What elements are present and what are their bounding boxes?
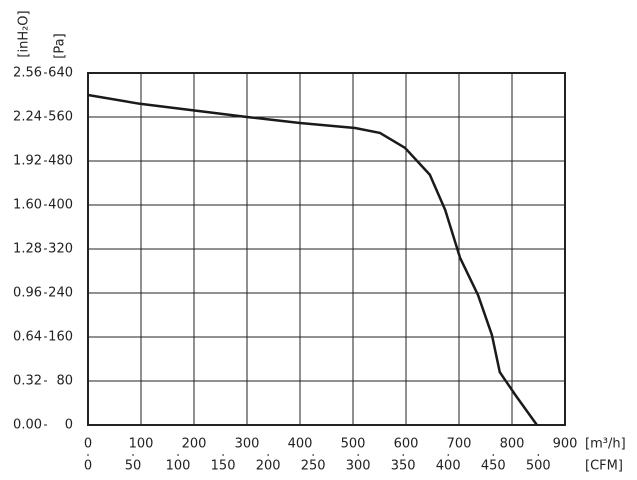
y2-tick-label: 2.24: [13, 110, 42, 125]
y2-tick-label: 0.64: [13, 330, 42, 345]
x-tick-label: 100: [129, 437, 154, 452]
x-tick-label: 0: [84, 437, 92, 452]
x2-tick-label: 350: [391, 459, 416, 474]
curve: [87, 93, 538, 426]
x2-tick-label: 450: [481, 459, 506, 474]
x-tick-label: 900: [553, 437, 578, 452]
x-axis-label: [m³/h]: [585, 437, 626, 452]
y2-tick-label: 2.56: [13, 66, 42, 81]
x2-axis-label: [CFM]: [585, 459, 623, 474]
x2-tick-label: 250: [301, 459, 326, 474]
y2-tick-label: 1.28: [13, 242, 42, 257]
x-tick-label: 200: [182, 437, 207, 452]
x2-tick-label: 50: [125, 459, 142, 474]
y2-tick-label: 0.96: [13, 286, 42, 301]
plot-frame: [87, 72, 566, 426]
x2-tick-label: 100: [166, 459, 191, 474]
y2-tick-label: 1.60: [13, 198, 42, 213]
y-tick-label: 640: [48, 66, 73, 81]
x2-tick-label: 200: [256, 459, 281, 474]
x2-tick-label: 500: [526, 459, 551, 474]
y-tick-label: 400: [48, 198, 73, 213]
y-tick-label: 480: [48, 154, 73, 169]
y2-tick-label: 1.92: [13, 154, 42, 169]
x-tick-label: 700: [447, 437, 472, 452]
y-tick-label: 0: [65, 418, 73, 433]
x-tick-label: 300: [235, 437, 260, 452]
y-tick-label: 80: [56, 374, 73, 389]
y-tick-label: 320: [48, 242, 73, 257]
x2-tick-label: 150: [211, 459, 236, 474]
x-tick-label: 800: [500, 437, 525, 452]
x-tick-label: 600: [394, 437, 419, 452]
y-tick-label: 560: [48, 110, 73, 125]
y-tick-label: 240: [48, 286, 73, 301]
y2-tick-label: 0.00: [13, 418, 42, 433]
x-tick-label: 500: [341, 437, 366, 452]
x-tick-label: 400: [288, 437, 313, 452]
y-tick-label: 160: [48, 330, 73, 345]
x2-tick-label: 0: [84, 459, 92, 474]
x2-tick-label: 300: [346, 459, 371, 474]
y2-axis-label: [inH₂O]: [17, 10, 32, 57]
x2-tick-label: 400: [436, 459, 461, 474]
y2-tick-label: 0.32: [13, 374, 42, 389]
y-axis-label: [Pa]: [53, 33, 68, 58]
